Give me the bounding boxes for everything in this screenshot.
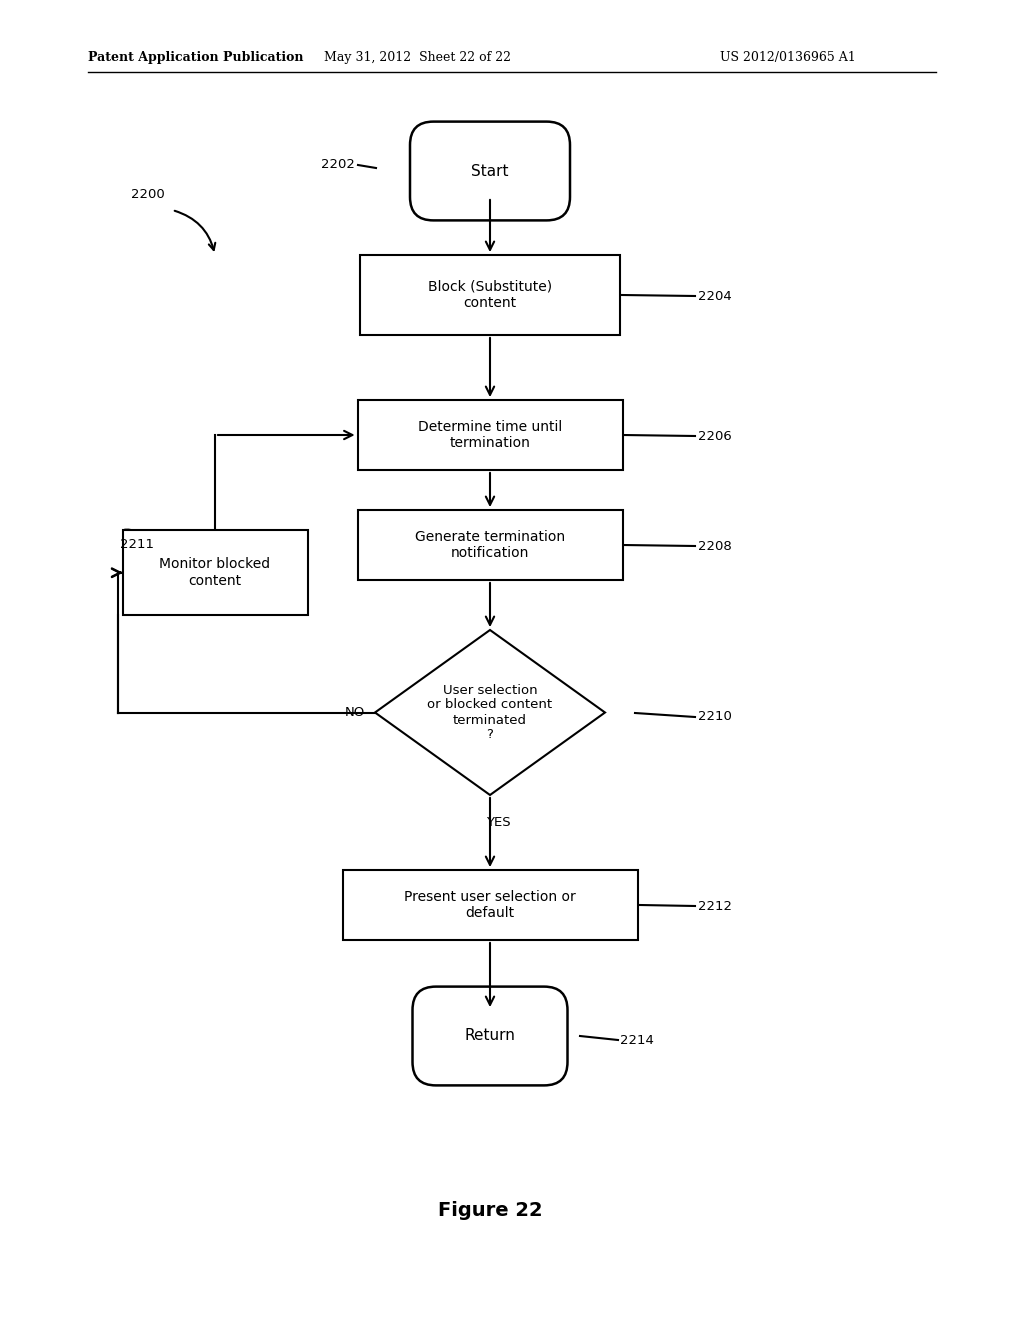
FancyArrowPatch shape [175,211,215,249]
Text: Monitor blocked
content: Monitor blocked content [160,557,270,587]
Text: 2202: 2202 [322,158,355,172]
Text: YES: YES [485,817,510,829]
Text: 2211: 2211 [120,539,154,552]
Text: 2208: 2208 [698,540,732,553]
Text: NO: NO [345,706,365,719]
Text: 2200: 2200 [131,189,165,202]
FancyBboxPatch shape [410,121,570,220]
Polygon shape [375,630,605,795]
FancyBboxPatch shape [357,510,623,579]
Text: Generate termination
notification: Generate termination notification [415,529,565,560]
Text: User selection
or blocked content
terminated
?: User selection or blocked content termin… [427,684,553,742]
Text: 2214: 2214 [620,1034,654,1047]
FancyArrowPatch shape [125,529,146,543]
Text: 2206: 2206 [698,429,732,442]
Text: US 2012/0136965 A1: US 2012/0136965 A1 [720,50,856,63]
Text: Start: Start [471,164,509,178]
FancyBboxPatch shape [413,986,567,1085]
Text: Determine time until
termination: Determine time until termination [418,420,562,450]
FancyBboxPatch shape [357,400,623,470]
Text: 2210: 2210 [698,710,732,723]
FancyBboxPatch shape [360,255,620,335]
Text: May 31, 2012  Sheet 22 of 22: May 31, 2012 Sheet 22 of 22 [325,50,512,63]
Text: Present user selection or
default: Present user selection or default [404,890,575,920]
FancyBboxPatch shape [123,531,307,615]
FancyBboxPatch shape [342,870,638,940]
Text: Patent Application Publication: Patent Application Publication [88,50,303,63]
Text: Return: Return [465,1028,515,1044]
Text: Figure 22: Figure 22 [437,1200,543,1220]
Text: Block (Substitute)
content: Block (Substitute) content [428,280,552,310]
Text: 2204: 2204 [698,289,732,302]
Text: 2212: 2212 [698,899,732,912]
